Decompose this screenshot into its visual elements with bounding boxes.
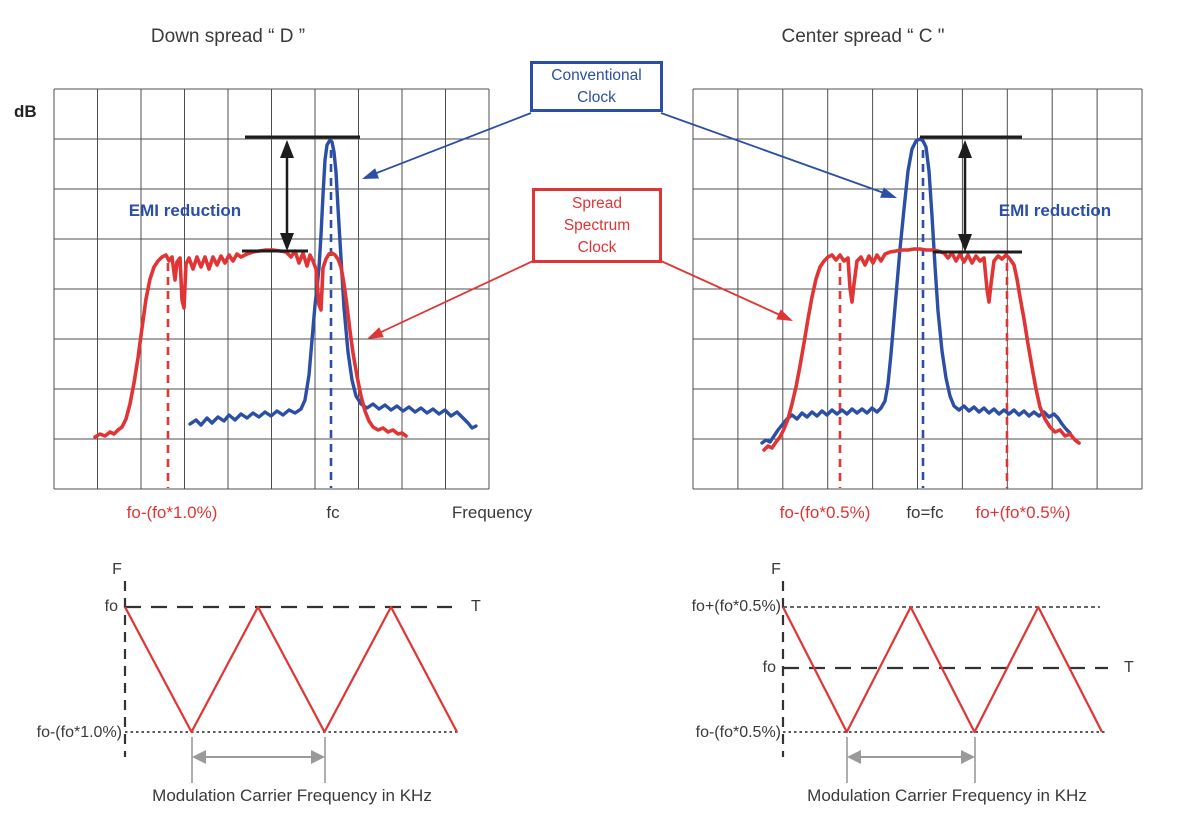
left-emi-reduction-label: EMI reduction [128, 201, 242, 220]
left-arrowhead [192, 750, 206, 764]
ssc-line2: Spectrum [563, 216, 631, 234]
left-mod-caption: Modulation Carrier Frequency in KHz [152, 786, 432, 805]
right-mod-caption: Modulation Carrier Frequency in KHz [807, 786, 1087, 805]
right-arrowhead [961, 750, 975, 764]
down-arrowhead [280, 233, 294, 251]
right-mod-f-axis-label: F [771, 561, 781, 578]
left-mod-t-axis-label: T [471, 598, 481, 615]
arrowhead [367, 327, 384, 339]
left-mod-fo-label: fo [104, 598, 118, 615]
arrowhead [362, 168, 379, 179]
left-emi-measure [242, 135, 360, 253]
left-mod-min-label: fo-(fo*1.0%) [36, 724, 122, 741]
down-arrowhead [958, 234, 972, 252]
left-spread-spectrum-curve [93, 248, 408, 439]
triangle-wave [124, 605, 458, 734]
right-modulation-plot [781, 581, 1108, 783]
left-modulation-plot [123, 581, 458, 783]
left-arrowhead [847, 750, 861, 764]
ssc-line3: Clock [577, 238, 617, 256]
right-plot-title: Center spread “ C " [781, 26, 945, 47]
triangle-wave [782, 605, 1103, 734]
right-lower-frequency-label: fo-(fo*0.5%) [779, 503, 871, 522]
arrowhead [776, 309, 793, 321]
left-frequency-axis-label: Frequency [451, 503, 533, 522]
right-mod-min-label: fo-(fo*0.5%) [695, 724, 781, 741]
right-grid [692, 88, 1143, 490]
right-emi-measure [920, 135, 1022, 254]
left-plot-title: Down spread “ D ” [150, 26, 306, 47]
right-upper-frequency-label: fo+(fo*0.5%) [975, 503, 1071, 522]
conventional-clock-callout: Conventional Clock [530, 61, 663, 112]
right-spread-spectrum-curve [762, 247, 1081, 452]
arrowhead [880, 187, 897, 198]
spread-spectrum-clock-callout: Spread Spectrum Clock [532, 188, 662, 263]
right-mod-fo-label: fo [762, 659, 776, 676]
left-spread-frequency-label: fo-(fo*1.0%) [126, 503, 218, 522]
ssc-connectors [367, 260, 793, 339]
up-arrowhead [280, 140, 294, 158]
db-axis-label: dB [14, 102, 37, 121]
left-conventional-clock-curve [188, 138, 478, 430]
conventional-clock-line2: Clock [577, 88, 616, 106]
up-arrowhead [958, 140, 972, 158]
left-grid [53, 88, 490, 490]
right-fc-label: fo=fc [906, 503, 944, 522]
right-arrowhead [311, 750, 325, 764]
ssc-line1: Spread [572, 194, 622, 212]
right-mod-t-axis-label: T [1124, 659, 1134, 676]
left-fc-label: fc [326, 503, 340, 522]
left-mod-f-axis-label: F [112, 561, 122, 578]
right-emi-reduction-label: EMI reduction [998, 201, 1112, 220]
right-conventional-clock-curve [760, 137, 1072, 445]
conventional-clock-connectors [362, 112, 897, 198]
conventional-clock-line1: Conventional [551, 66, 642, 84]
right-mod-max-label: fo+(fo*0.5%) [691, 598, 781, 615]
